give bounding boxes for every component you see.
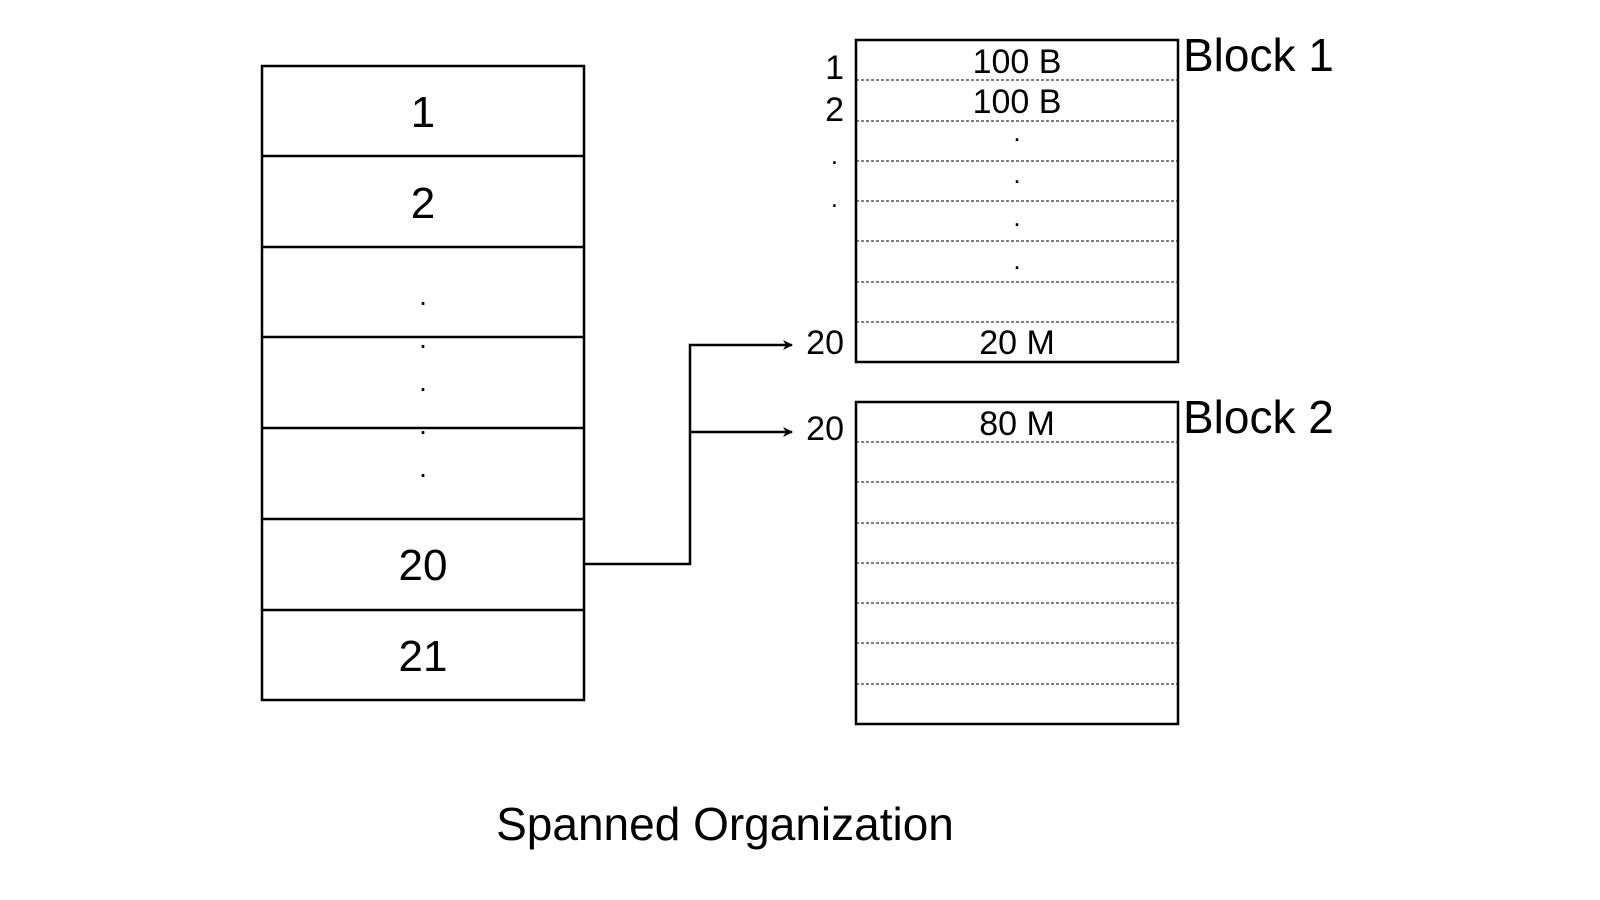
connector-line	[584, 340, 793, 566]
block-1-row-number: .	[831, 183, 838, 213]
diagram-caption: Spanned Organization	[496, 798, 954, 850]
record-ellipsis-dot: .	[419, 452, 427, 483]
record-label-1: 1	[411, 88, 435, 137]
record-ellipsis-dot: .	[419, 366, 427, 397]
block-1-row-number: 2	[825, 91, 844, 129]
block-1-title: Block 1	[1183, 29, 1334, 81]
block-1-cell: .	[1013, 202, 1020, 232]
block-2-title: Block 2	[1183, 391, 1334, 443]
record-ellipsis-dot: .	[419, 323, 427, 354]
block-1-cell: .	[1013, 159, 1020, 189]
block-1-row-number: .	[831, 140, 838, 170]
block-1-row-number: 1	[825, 49, 844, 87]
block-1-cell: 100 B	[973, 43, 1062, 81]
block-2-cell: 80 M	[979, 405, 1055, 443]
file-records-table: 1 2 . . . . . 20 21	[260, 64, 586, 702]
record-label-2: 2	[411, 179, 435, 228]
block-1-row-number: 20	[806, 324, 844, 362]
connector-arrows	[584, 340, 793, 566]
record-ellipsis-dot: .	[419, 280, 427, 311]
block-1-cell: .	[1013, 245, 1020, 275]
record-ellipsis-dot: .	[419, 409, 427, 440]
block-1-cell: .	[1013, 117, 1020, 147]
file-records-border	[260, 64, 586, 702]
block-1-cell: 20 M	[979, 324, 1055, 362]
block-2: 80 M 20 Block 2	[806, 391, 1334, 726]
record-label-20: 20	[399, 541, 448, 590]
block-2-row-number: 20	[806, 410, 844, 448]
record-label-21: 21	[399, 632, 448, 681]
block-1-cell: 100 B	[973, 83, 1062, 121]
block-1: 100 B 100 B . . . . 20 M 1 2 . . 20 Bloc…	[806, 29, 1334, 364]
